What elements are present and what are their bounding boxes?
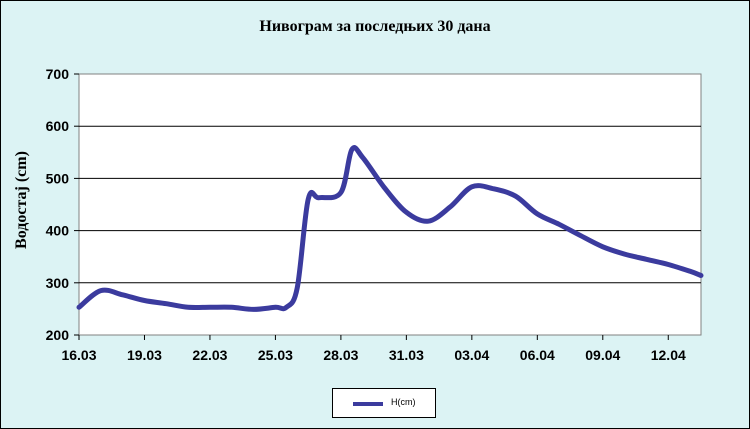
x-tick-label: 12.04: [651, 347, 686, 363]
x-tick-label: 19.03: [127, 347, 162, 363]
x-tick-label: 16.03: [61, 347, 96, 363]
y-tick-label: 200: [46, 327, 70, 343]
x-tick-label: 03.04: [454, 347, 489, 363]
grid-lines: [79, 125, 701, 284]
y-tick-label: 700: [46, 66, 70, 82]
legend-swatch: [353, 402, 383, 406]
y-tick-label: 600: [46, 118, 70, 134]
x-tick-label: 25.03: [258, 347, 293, 363]
y-tick-label: 300: [46, 275, 70, 291]
y-tick-label: 500: [46, 170, 70, 186]
y-axis-ticks: 200 300 400 500 600 700: [46, 66, 79, 343]
chart-title: Нивограм за последњих 30 дана: [259, 18, 491, 35]
x-tick-label: 22.03: [192, 347, 227, 363]
x-tick-label: 31.03: [389, 347, 424, 363]
legend: H(cm): [332, 388, 436, 418]
y-axis-label: Водостај (cm): [13, 151, 30, 249]
x-axis-ticks: 16.03 19.03 22.03 25.03 28.03 31.03 03.04 06.04…: [61, 335, 686, 363]
series-line-h: [76, 145, 704, 312]
x-tick-label: 06.04: [520, 347, 555, 363]
legend-label: H(cm): [391, 397, 416, 407]
x-tick-label: 28.03: [323, 347, 358, 363]
plot-area: [78, 73, 702, 336]
x-tick-label: 09.04: [585, 347, 620, 363]
y-tick-label: 400: [46, 223, 70, 239]
